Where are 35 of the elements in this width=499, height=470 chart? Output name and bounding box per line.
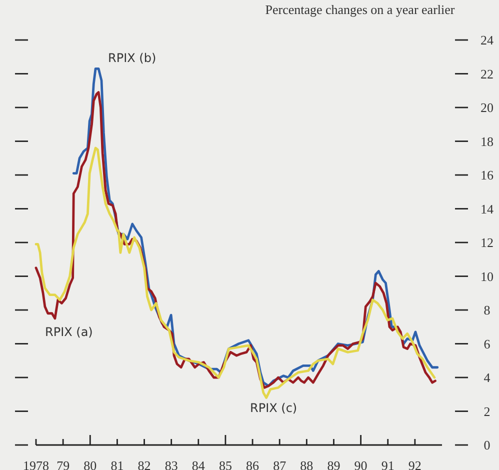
y-tick-label: 16 [480,168,494,183]
x-tick-label: 84 [192,458,206,470]
y-tick-label: 24 [480,32,494,48]
x-tick-label: 90 [354,458,368,470]
x-tick-label: 86 [246,458,260,470]
y-tick-label: 4 [484,370,491,386]
y-tick-label: 20 [480,100,494,116]
x-tick-label: 89 [327,458,340,470]
x-tick-label: 88 [300,458,314,470]
x-tick-label: 85 [218,458,232,470]
x-tick-label: 82 [138,458,151,470]
x-tick-label: 87 [273,458,287,470]
line-series [34,91,436,389]
x-tick-label: 92 [408,458,422,470]
y-tick-label: 0 [484,438,490,453]
y-tick-label: 8 [484,302,490,318]
y-tick-label: 10 [480,268,494,284]
series-label: RPIX (c) [250,401,298,415]
x-tick-label: 79 [56,458,70,470]
line-series [72,67,439,388]
x-tick-label: 80 [84,458,97,470]
y-axis-title: Percentage changes on a year earlier [265,2,456,17]
x-tick-label: 83 [164,458,178,470]
line-series [34,146,436,399]
y-tick-label: 18 [480,134,494,149]
x-tick-label: 81 [110,458,124,470]
y-tick-label: 2 [484,404,490,419]
y-tick-label: 12 [480,235,494,250]
x-tick-label: 1978 [23,458,49,470]
y-tick-label: 6 [484,336,491,352]
series-label: RPIX (b) [108,51,156,65]
y-tick-label: 14 [480,201,494,216]
x-tick-label: 91 [381,458,394,470]
y-tick-label: 22 [480,66,494,82]
series-label: RPIX (a) [45,325,93,339]
